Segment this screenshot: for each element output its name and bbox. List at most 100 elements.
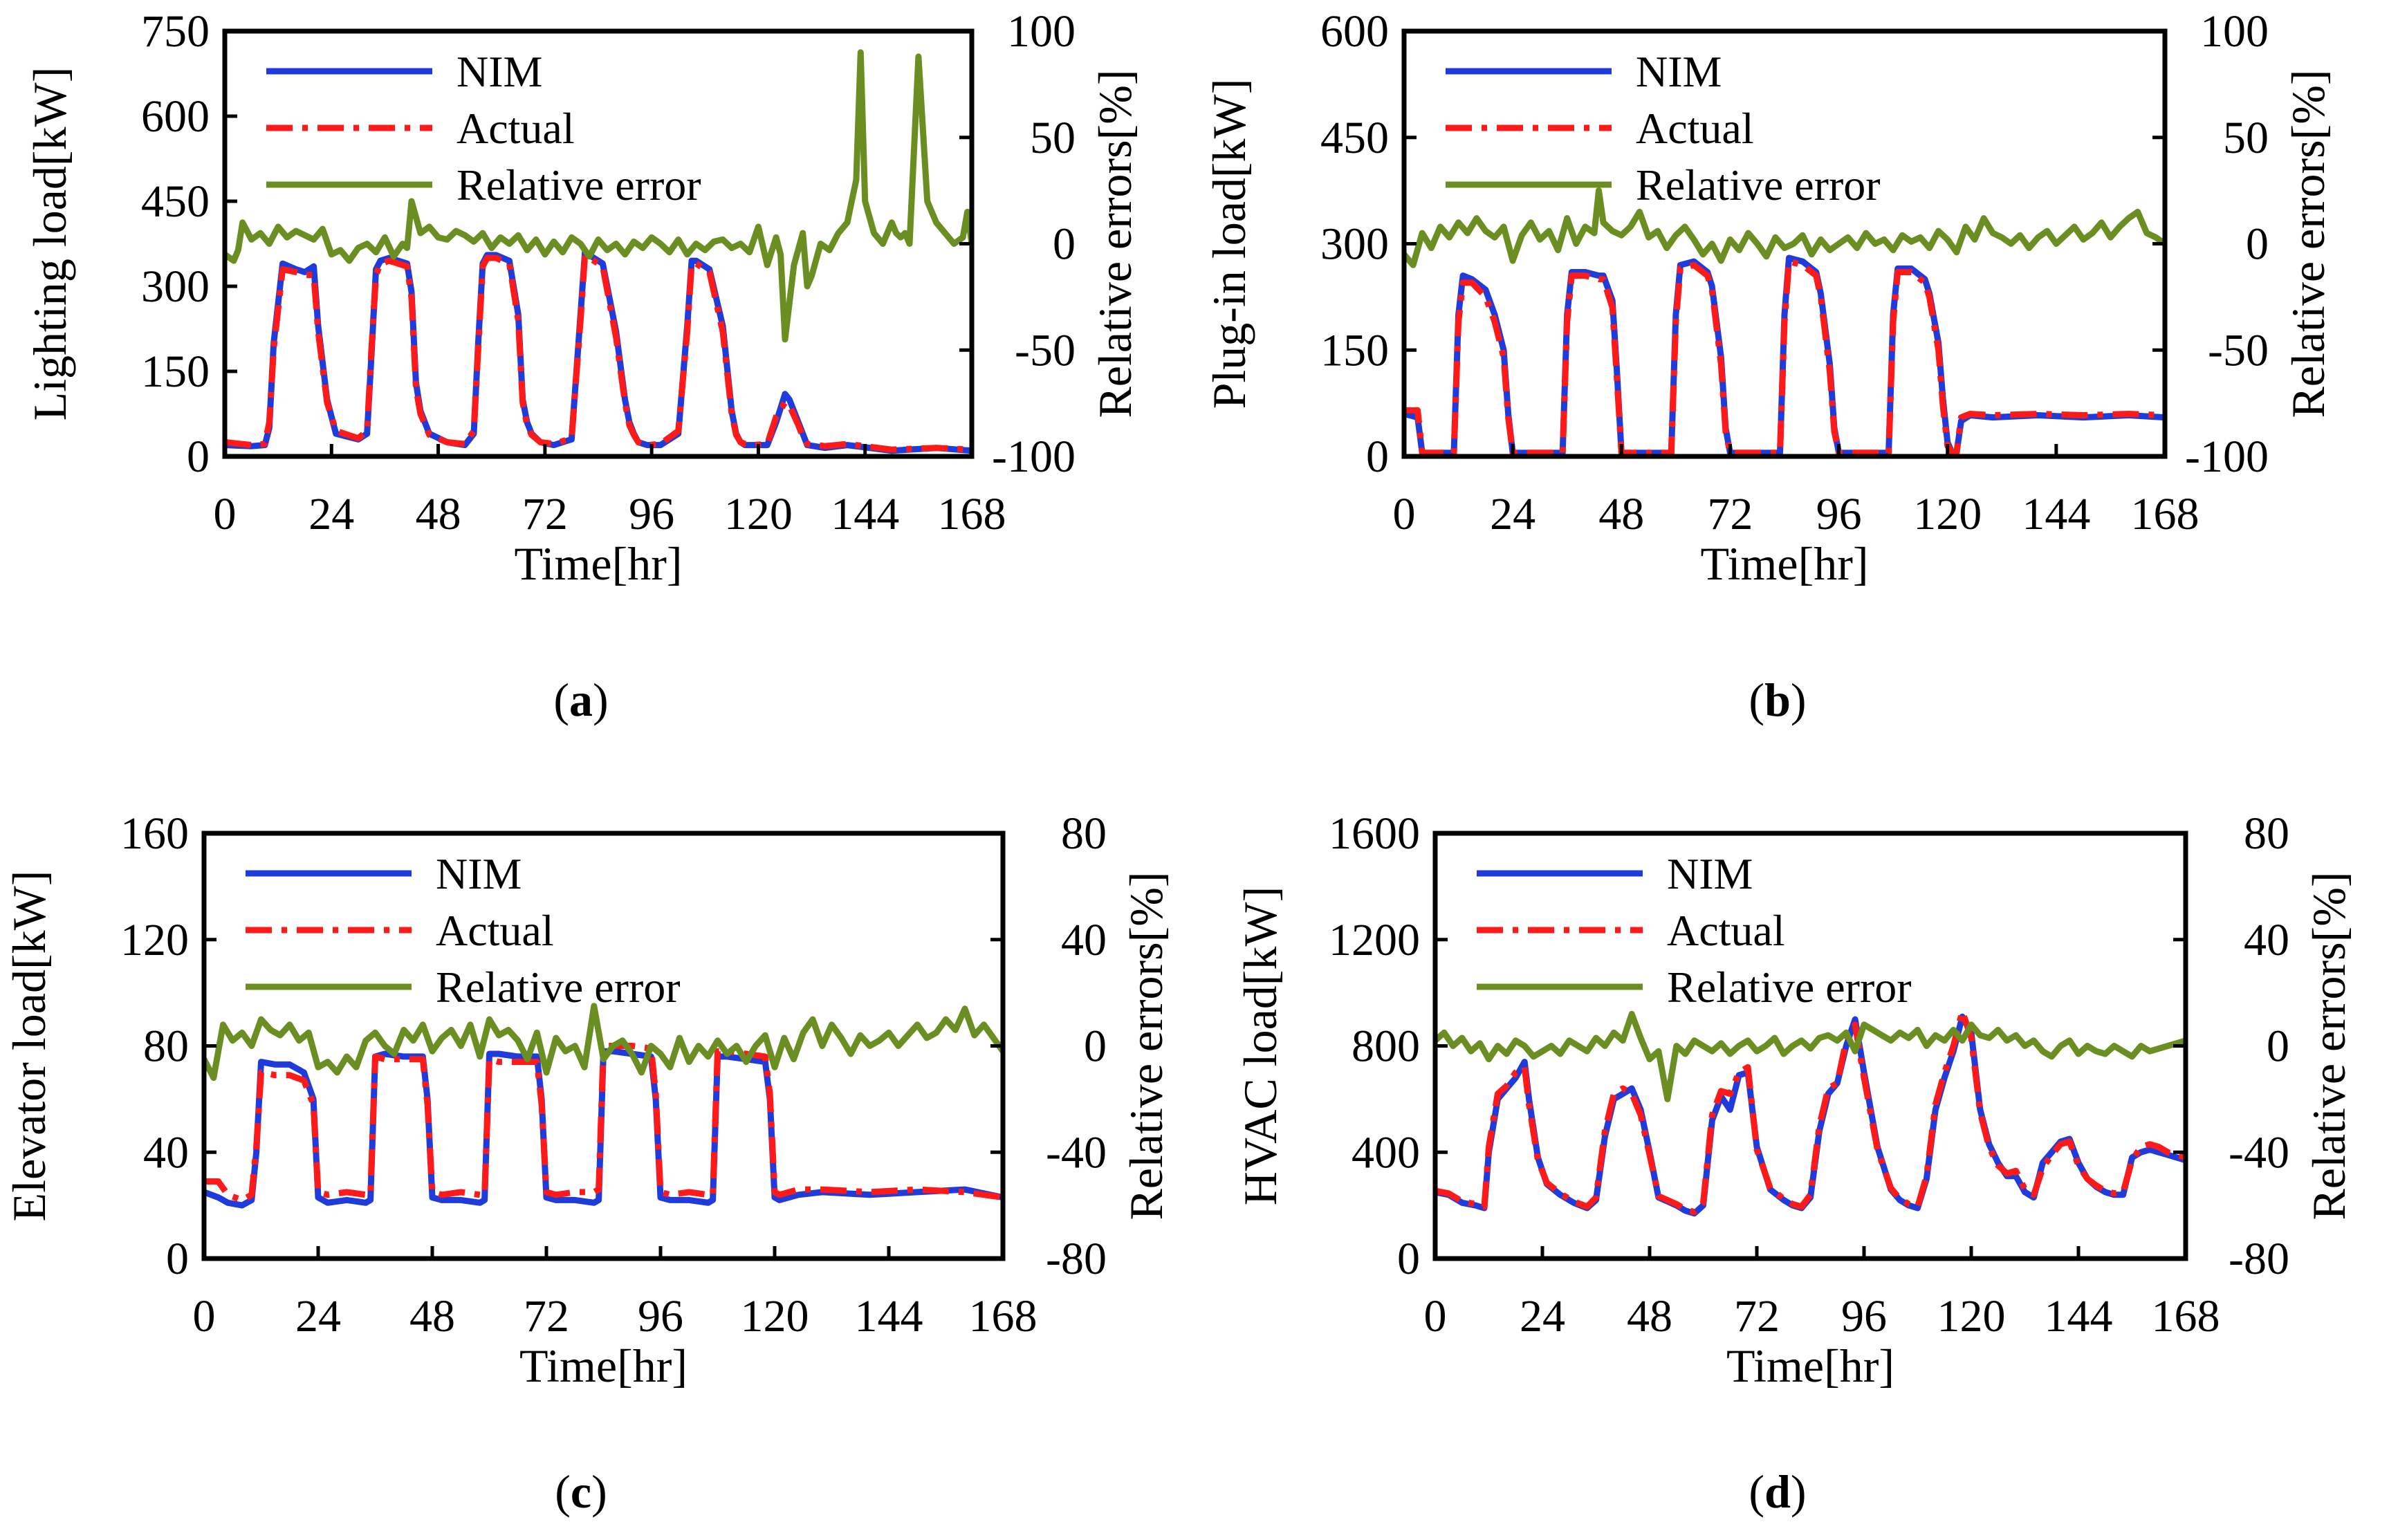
y2-tick-label: 40 [2244, 915, 2289, 965]
series-line-relative-error [1404, 187, 2165, 268]
y2-tick-label: 50 [1030, 113, 1076, 163]
x-tick-label: 168 [938, 489, 1006, 539]
x-tick-label: 0 [214, 489, 237, 539]
y-tick-label: 0 [1366, 432, 1389, 482]
x-tick-label: 168 [969, 1291, 1037, 1342]
y-axis-label: Plug-in load[kW] [1203, 79, 1255, 409]
legend-label-nim: NIM [436, 849, 522, 898]
x-tick-label: 120 [1937, 1291, 2006, 1342]
y2-tick-label: -40 [2229, 1127, 2289, 1178]
y-tick-label: 450 [1320, 113, 1389, 163]
legend: NIM Actual Relative error [266, 47, 701, 210]
y-tick-label: 750 [141, 6, 210, 57]
x-tick-label: 96 [1816, 489, 1862, 539]
chart-panel-d: 0 24 48 72 96 120 144 168 0 400 800 1200 1600 -80 -40 0… [1234, 808, 2355, 1518]
legend: NIM Actual Relative error [246, 849, 681, 1012]
legend: NIM Actual Relative error [1477, 849, 1912, 1012]
x-tick-label: 72 [524, 1291, 569, 1342]
y-tick-label: 150 [141, 346, 210, 397]
y-tick-label: 150 [1320, 325, 1389, 375]
y2-tick-label: -40 [1046, 1127, 1107, 1178]
series-line-nim [225, 249, 972, 454]
legend-label-nim: NIM [1667, 849, 1753, 898]
x-tick-label: 144 [2022, 489, 2090, 539]
series-line-actual [204, 1043, 1003, 1203]
y2-tick-label: 0 [1084, 1021, 1107, 1072]
x-tick-label: 24 [1490, 489, 1535, 539]
x-axis-label: Time[hr] [1726, 1339, 1894, 1392]
x-tick-label: 48 [416, 489, 461, 539]
x-tick-label: 96 [1841, 1291, 1887, 1342]
y-tick-label: 450 [141, 176, 210, 227]
x-tick-label: 168 [2131, 489, 2199, 539]
y-tick-label: 0 [187, 432, 210, 482]
y-axis-label: HVAC load[kW] [1234, 887, 1286, 1205]
y2-tick-label: -100 [2185, 432, 2269, 482]
series-line-actual [1404, 258, 2165, 456]
y-tick-label: 160 [120, 808, 189, 859]
x-tick-label: 48 [409, 1291, 455, 1342]
chart-panel-a: 0 24 48 72 96 120 144 168 0 150 300 450 600 750 -100 -5… [24, 6, 1141, 726]
y2-tick-label: -80 [1046, 1234, 1107, 1284]
y-tick-label: 0 [166, 1234, 189, 1284]
y2-tick-label: -50 [2208, 325, 2269, 375]
chart-panel-b: 0 24 48 72 96 120 144 168 0 150 300 450 600 -100 -50 0 5… [1203, 6, 2334, 726]
legend-label-nim: NIM [1636, 47, 1722, 96]
x-tick-label: 72 [1707, 489, 1753, 539]
y-tick-label: 300 [1320, 219, 1389, 270]
y2-axis-label: Relative errors[%] [2303, 871, 2355, 1220]
x-tick-label: 48 [1627, 1291, 1672, 1342]
x-axis-label: Time[hr] [1700, 537, 1868, 590]
y2-tick-label: -100 [992, 432, 1076, 482]
y2-tick-label: 100 [1007, 6, 1076, 57]
x-tick-label: 120 [724, 489, 793, 539]
x-tick-label: 96 [629, 489, 674, 539]
y2-tick-label: 50 [2223, 113, 2269, 163]
y-axis-label: Lighting load[kW] [24, 67, 76, 421]
chart-panel-c: 0 24 48 72 96 120 144 168 0 40 80 120 160 -80 -40 0 40 80… [3, 808, 1172, 1518]
series-line-nim [204, 1048, 1003, 1209]
legend-label-relative-error: Relative error [1667, 963, 1912, 1012]
y2-tick-label: 0 [2267, 1021, 2289, 1072]
y-axis-label: Elevator load[kW] [3, 871, 55, 1222]
y2-axis-label: Relative errors[%] [1120, 871, 1172, 1220]
y-tick-label: 300 [141, 261, 210, 312]
x-tick-label: 24 [1520, 1291, 1565, 1342]
legend-label-nim: NIM [456, 47, 542, 96]
x-axis-label: Time[hr] [514, 537, 682, 590]
x-tick-label: 24 [308, 489, 354, 539]
legend-label-relative-error: Relative error [1636, 160, 1881, 210]
series-line-relative-error [204, 1003, 1003, 1082]
x-tick-label: 120 [741, 1291, 809, 1342]
y-tick-label: 400 [1352, 1127, 1420, 1178]
x-tick-label: 24 [295, 1291, 341, 1342]
x-tick-label: 168 [2152, 1291, 2220, 1342]
y2-tick-label: 80 [2244, 808, 2289, 859]
panel-label: (b) [1749, 674, 1806, 726]
x-tick-label: 120 [1913, 489, 1982, 539]
y2-tick-label: -80 [2229, 1234, 2289, 1284]
y2-tick-label: 0 [2246, 219, 2269, 270]
x-tick-label: 72 [1734, 1291, 1780, 1342]
y-tick-label: 120 [120, 915, 189, 965]
panel-letter: d [1764, 1465, 1791, 1518]
y-tick-label: 0 [1397, 1234, 1420, 1284]
y-tick-label: 1200 [1329, 915, 1420, 965]
y2-axis-label: Relative errors[%] [1089, 69, 1141, 418]
series-line-relative-error [1435, 1010, 2186, 1102]
x-tick-label: 144 [855, 1291, 923, 1342]
y2-tick-label: 0 [1053, 219, 1076, 270]
legend-label-actual: Actual [456, 104, 575, 153]
y2-axis-label: Relative errors[%] [2282, 69, 2334, 418]
x-tick-label: 144 [831, 489, 899, 539]
legend-label-actual: Actual [1636, 104, 1754, 153]
y-tick-label: 80 [143, 1021, 189, 1072]
panel-label: (c) [555, 1465, 607, 1518]
y2-tick-label: 100 [2200, 6, 2269, 57]
x-tick-label: 0 [193, 1291, 216, 1342]
x-tick-label: 144 [2045, 1291, 2113, 1342]
legend-label-actual: Actual [1667, 906, 1785, 955]
y2-tick-label: 40 [1061, 915, 1107, 965]
series-line-actual [1435, 1008, 2186, 1216]
